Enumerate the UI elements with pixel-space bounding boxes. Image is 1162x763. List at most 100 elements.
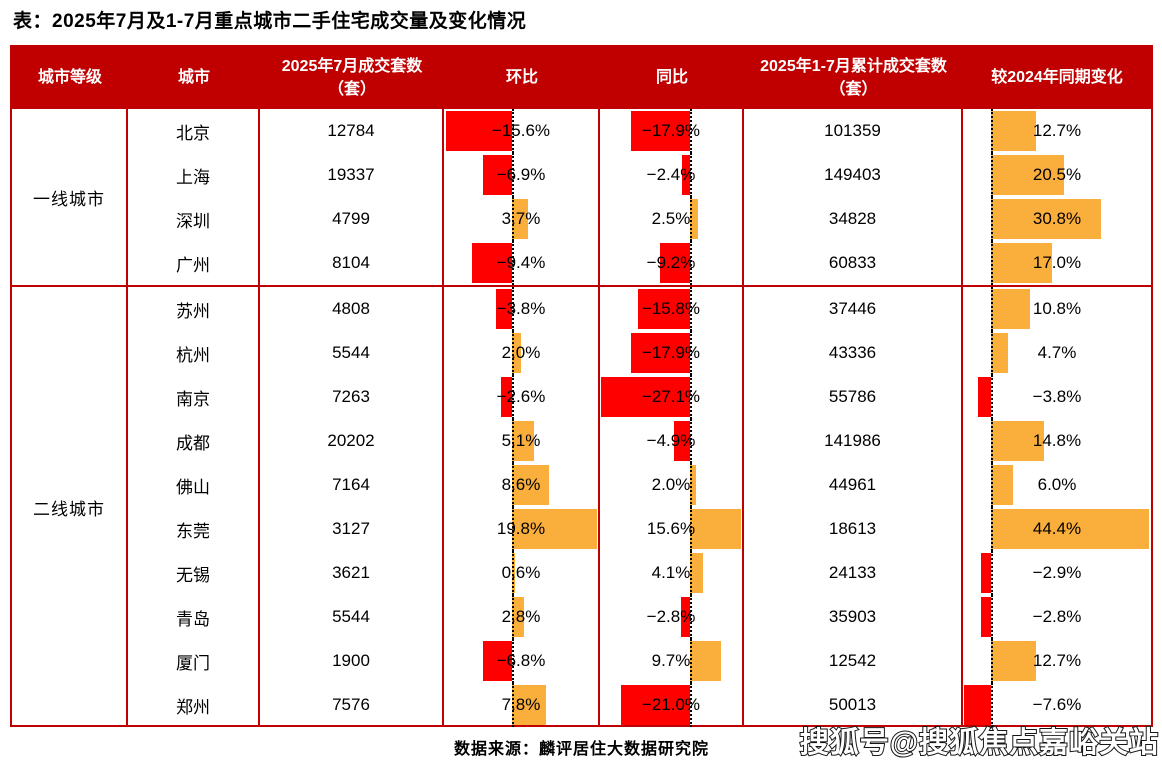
zero-axis-line [512,331,515,375]
zero-axis-line [512,153,515,197]
mom-bar [472,243,513,283]
vs2024-bar-cell: 14.8% [963,419,1151,463]
mom-bar [512,333,521,373]
mom-bar-cell: −2.6% [444,375,600,419]
vs2024-bar-cell: −3.8% [963,375,1151,419]
vs2024-value-label: 14.8% [1032,431,1082,450]
vs2024-value-label: 10.8% [1032,299,1082,318]
zero-axis-line [991,639,994,683]
yoy-bar [689,553,704,593]
zero-axis-line [991,551,994,595]
zero-axis-line [991,683,994,727]
yoy-bar-cell: −27.1% [600,375,744,419]
yoy-bar [631,333,690,373]
vs2024-bar-cell: 12.7% [963,109,1151,153]
city-cell: 上海 [128,153,260,197]
mom-value-label: 19.8% [496,519,546,538]
yoy-bar-cell: 2.0% [600,463,744,507]
zero-axis-line [689,109,692,153]
mom-bar [496,289,513,329]
cum-sales-cell: 12542 [744,639,963,683]
tier-label: 二线城市 [12,287,128,727]
mom-value-label: 2.8% [501,607,541,626]
city-cell: 南京 [128,375,260,419]
yoy-bar [681,155,690,195]
zero-axis-line [689,331,692,375]
mom-bar-cell: −9.4% [444,241,600,285]
mom-value-label: −6.9% [496,165,546,184]
table-row: 广州 8104 −9.4% −9.2% 60833 17.0% [128,241,1151,285]
col-header-cum-units: 2025年1-7月累计成交套数（套） [760,57,947,98]
mom-value-label: −3.8% [496,299,546,318]
cum-sales-cell: 55786 [744,375,963,419]
vs2024-bar [977,377,992,417]
table-body: 一线城市 北京 12784 −15.6% −17.9% 101359 12.7% 上海 1933… [12,109,1151,727]
yoy-bar-cell: −15.8% [600,287,744,331]
vs2024-bar-cell: 17.0% [963,241,1151,285]
zero-axis-line [512,197,515,241]
vs2024-value-label: 6.0% [1037,475,1077,494]
yoy-value-label: −17.9% [641,121,701,140]
yoy-bar [689,199,698,239]
city-cell: 深圳 [128,197,260,241]
table-row: 无锡 3621 0.6% 4.1% 24133 −2.9% [128,551,1151,595]
city-cell: 广州 [128,241,260,285]
cum-sales-cell: 24133 [744,551,963,595]
yoy-value-label: 15.6% [646,519,696,538]
mom-bar-cell: 2.0% [444,331,600,375]
jul-sales-cell: 3621 [260,551,444,595]
yoy-value-label: −17.9% [641,343,701,362]
zero-axis-line [512,639,515,683]
jul-sales-cell: 3127 [260,507,444,551]
tier-block: 一线城市 北京 12784 −15.6% −17.9% 101359 12.7% 上海 1933… [12,109,1151,285]
jul-sales-cell: 20202 [260,419,444,463]
zero-axis-line [512,683,515,727]
vs2024-bar [991,289,1030,329]
mom-bar [482,155,513,195]
yoy-value-label: 2.0% [651,475,691,494]
table-row: 东莞 3127 19.8% 15.6% 18613 44.4% [128,507,1151,551]
zero-axis-line [689,639,692,683]
zero-axis-line [512,375,515,419]
zero-axis-line [512,109,515,153]
city-cell: 北京 [128,109,260,153]
zero-axis-line [512,507,515,551]
zero-axis-line [689,153,692,197]
yoy-value-label: −2.8% [646,607,696,626]
yoy-bar-cell: −9.2% [600,241,744,285]
zero-axis-line [991,331,994,375]
cum-sales-cell: 35903 [744,595,963,639]
mom-value-label: 5.1% [501,431,541,450]
cum-sales-cell: 18613 [744,507,963,551]
vs2024-bar [964,685,992,725]
cum-sales-cell: 43336 [744,331,963,375]
mom-bar-cell: 7.8% [444,683,600,727]
city-cell: 无锡 [128,551,260,595]
vs2024-value-label: −2.9% [1032,563,1082,582]
zero-axis-line [991,419,994,463]
vs2024-bar [991,333,1009,373]
zero-axis-line [689,241,692,285]
table-row: 成都 20202 5.1% −4.9% 141986 14.8% [128,419,1151,463]
mom-bar-cell: 3.7% [444,197,600,241]
zero-axis-line [689,507,692,551]
yoy-bar-cell: 4.1% [600,551,744,595]
city-cell: 东莞 [128,507,260,551]
mom-bar-cell: −3.8% [444,287,600,331]
source-note: 数据来源：麟评居住大数据研究院 [453,741,709,758]
table-row: 南京 7263 −2.6% −27.1% 55786 −3.8% [128,375,1151,419]
mom-bar [512,199,529,239]
vs2024-bar-cell: 6.0% [963,463,1151,507]
zero-axis-line [991,197,994,241]
zero-axis-line [689,375,692,419]
mom-bar [483,641,513,681]
mom-value-label: 8.6% [501,475,541,494]
vs2024-value-label: 44.4% [1032,519,1082,538]
cum-sales-cell: 44961 [744,463,963,507]
table-row: 苏州 4808 −3.8% −15.8% 37446 10.8% [128,287,1151,331]
vs2024-bar-cell: 10.8% [963,287,1151,331]
yoy-bar [659,243,690,283]
city-cell: 郑州 [128,683,260,727]
table-row: 上海 19337 −6.9% −2.4% 149403 20.5% [128,153,1151,197]
vs2024-value-label: 30.8% [1032,209,1082,228]
